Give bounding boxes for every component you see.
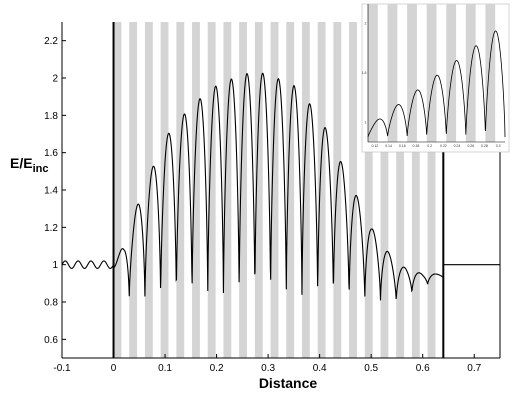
slab-stripe [223, 22, 232, 358]
inset-stripe [485, 4, 496, 142]
main-axes: -0.1 0 0.1 0.2 0.3 0.4 0.5 0.6 0.7 0.6 0.8 1 1.2 1.4 1… [44, 22, 501, 374]
slab-stripe [113, 22, 122, 358]
inset-stripe [368, 4, 378, 142]
slab-stripe [411, 22, 420, 358]
inset-x-tick-label: 0.16 [399, 144, 406, 148]
y-tick-label: 0.8 [44, 298, 58, 309]
slab-stripe [286, 22, 295, 358]
inset-stripe [426, 4, 437, 142]
inset-y-tick-label: 1 [365, 120, 367, 124]
x-axis-label: Distance [259, 375, 318, 391]
inset-curve [367, 30, 506, 138]
slab-stripe [144, 22, 153, 358]
x-tick-label: 0.6 [416, 363, 430, 374]
slab-stripe [427, 22, 436, 358]
slab-stripe [129, 22, 138, 358]
inset-stripe [407, 4, 417, 142]
x-tick-label: 0.4 [313, 363, 327, 374]
field-curve [61, 72, 500, 301]
inset-x-tick-label: 0.12 [371, 144, 378, 148]
inset-y-tick-label: 1.5 [362, 71, 367, 75]
inset-x-tick-label: 0.24 [454, 144, 461, 148]
y-tick-label: 1.8 [44, 111, 58, 122]
inset-x-tick-label: 0.3 [496, 144, 501, 148]
inset-x-tick-label: 0.2 [427, 144, 432, 148]
inset-x-tick-label: 0.18 [413, 144, 420, 148]
slab-stripe [160, 22, 169, 358]
y-tick-label: 2.2 [44, 36, 58, 47]
inset-stripe [446, 4, 457, 142]
inset-chart: 0.12 0.14 0.16 0.18 0.2 0.22 0.24 0.26 0.28 0.3 1 1… [362, 3, 510, 153]
slab-stripe [333, 22, 342, 358]
x-tick-label: -0.1 [53, 363, 71, 374]
slab-stripe [349, 22, 357, 358]
y-tick-label: 1.4 [44, 186, 58, 197]
y-tick-label: 0.6 [44, 335, 58, 346]
y-tick-label: 1.2 [44, 223, 58, 234]
x-tick-label: 0.1 [158, 363, 172, 374]
x-tick-label: 0.3 [261, 363, 275, 374]
inset-x-tick-label: 0.26 [467, 144, 474, 148]
y-axis-label: E/Einc [10, 155, 48, 175]
slab-stripe [301, 22, 310, 358]
slab-stripe [192, 22, 200, 358]
x-tick-label: 0 [111, 363, 117, 374]
slab-stripe [239, 22, 248, 358]
slab-stripe [207, 22, 216, 358]
slab-stripe [176, 22, 185, 358]
slab-stripe [380, 22, 389, 358]
slab-stripe [254, 22, 263, 358]
main-plot-area [61, 22, 500, 358]
slab-stripe [396, 22, 405, 358]
y-tick-label: 1 [52, 260, 58, 271]
inset-x-tick-label: 0.22 [440, 144, 447, 148]
y-tick-label: 1.6 [44, 148, 58, 159]
slab-stripe [364, 22, 373, 358]
inset-stripe [387, 4, 398, 142]
inset-x-tick-label: 0.14 [385, 144, 392, 148]
x-tick-label: 0.5 [364, 363, 378, 374]
y-tick-label: 2 [52, 74, 58, 85]
x-tick-label: 0.2 [210, 363, 224, 374]
inset-y-tick-label: 2 [365, 22, 367, 26]
slab-stripe [317, 22, 326, 358]
slab-stripe [270, 22, 279, 358]
x-tick-label: 0.7 [467, 363, 481, 374]
inset-stripe [465, 4, 476, 142]
inset-x-tick-label: 0.28 [481, 144, 488, 148]
